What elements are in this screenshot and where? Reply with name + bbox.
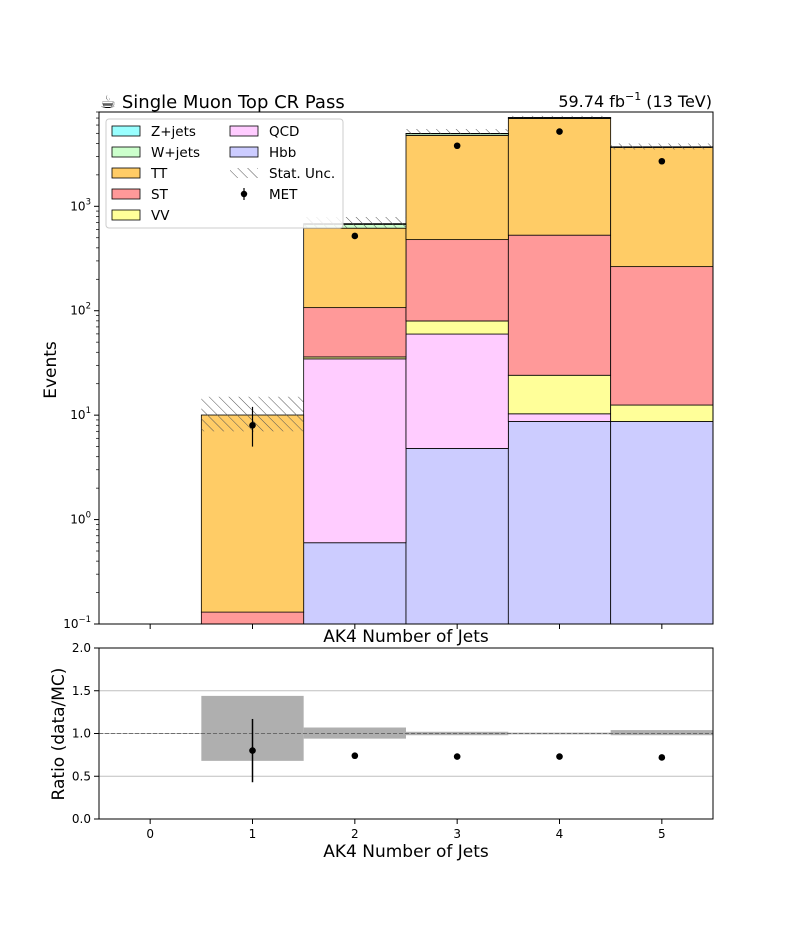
stat-unc-bin-3 [406, 128, 509, 134]
legend-swatch-st [111, 188, 141, 200]
ratio-x-tick-label: 3 [453, 827, 461, 841]
bar-vv-bin-5 [610, 404, 714, 422]
ratio-y-tick-label: 0.0 [72, 812, 91, 826]
data-points [249, 128, 666, 447]
bar-qcd-bin-4 [507, 413, 612, 422]
legend-label-st: ST [151, 187, 169, 203]
ratio-x-tick-label: 5 [658, 827, 666, 841]
ratio-panel: 0.0 0.5 1.0 1.5 2.0 0 1 2 3 4 5 Ratio (data/MC) AK… [49, 641, 714, 862]
ratio-y-tick-label: 1.0 [72, 727, 91, 741]
data-point [658, 157, 666, 165]
stat-unc-bin-4 [508, 115, 611, 118]
ratio-y-tick-label: 1.5 [72, 684, 91, 698]
ratio-point [351, 752, 359, 760]
bar-qcd-bin-2 [303, 358, 407, 544]
legend: Z+jets W+jets TT ST VV QCD Hbb Stat. Unc. MET [105, 118, 344, 229]
bar-st-bin-2 [303, 307, 407, 358]
legend-swatch-hbb [229, 146, 259, 158]
bar-hbb-bin-3 [405, 448, 509, 625]
main-panel: 10−1 100 101 102 103 Events AK4 Number of Je… [41, 111, 714, 647]
bar-tt-bin-3 [405, 134, 509, 241]
ratio-axis-ticks: 0.0 0.5 1.0 1.5 2.0 0 1 2 3 4 5 [72, 641, 666, 841]
data-point [453, 142, 461, 150]
energy-label: (13 TeV) [646, 92, 712, 111]
legend-label-tt: TT [150, 166, 168, 182]
legend-swatch-vv [111, 209, 141, 221]
bar-vv-bin-4 [507, 374, 612, 415]
bar-st-bin-5 [610, 266, 714, 406]
lumi-exponent: −1 [625, 90, 641, 103]
bar-qcd-bin-3 [405, 333, 509, 449]
legend-label-w-jets: W+jets [151, 145, 200, 161]
bar-st-bin-4 [507, 234, 612, 376]
y-tick-label: 101 [70, 406, 91, 422]
main-x-label: AK4 Number of Jets [323, 627, 489, 647]
bar-vv-bin-3 [405, 320, 509, 335]
ratio-band-bin-5 [610, 730, 713, 736]
bar-tt-bin-1 [200, 414, 305, 613]
lumi-label: 59.74 fb−1 (13 TeV) [558, 90, 712, 111]
legend-label-vv: VV [151, 208, 170, 224]
legend-label-hbb: Hbb [269, 145, 296, 161]
ratio-points [249, 718, 666, 783]
y-tick-label: 10−1 [63, 615, 91, 631]
stat-unc-bin-5 [610, 143, 713, 150]
legend-label-stat-unc: Stat. Unc. [269, 166, 335, 182]
legend-swatch-qcd [229, 125, 259, 137]
data-point [249, 421, 256, 429]
bar-tt-bin-2 [303, 227, 407, 309]
y-tick-label: 103 [70, 197, 91, 213]
stacked-bars [200, 117, 714, 625]
ratio-x-tick-label: 4 [556, 827, 564, 841]
ratio-x-label: AK4 Number of Jets [323, 842, 489, 862]
bar-st-bin-3 [405, 239, 509, 322]
stat-unc-bin-2 [303, 216, 406, 228]
bar-st-bin-1 [200, 611, 305, 625]
main-frame [98, 111, 714, 625]
ratio-band-bin-2 [303, 727, 406, 739]
legend-label-z-jets: Z+jets [151, 124, 196, 140]
y-tick-label: 102 [70, 302, 91, 318]
ratio-x-tick-label: 2 [351, 827, 359, 841]
data-point [556, 128, 563, 135]
ratio-band-bin-4 [508, 732, 611, 735]
legend-box [105, 118, 344, 229]
ratio-x-tick-label: 0 [146, 827, 154, 841]
legend-label-met: MET [269, 187, 298, 203]
bar-hbb-bin-5 [610, 421, 714, 625]
main-axis-ticks: 10−1 100 101 102 103 [63, 111, 663, 631]
data-point [351, 232, 359, 240]
legend-swatch-w-jets [111, 146, 141, 158]
ratio-point [658, 754, 666, 761]
bar-hbb-bin-2 [303, 542, 407, 625]
bar-tt-bin-5 [610, 147, 714, 268]
ratio-point [453, 753, 461, 760]
ratio-y-label: Ratio (data/MC) [49, 668, 69, 801]
ratio-point [249, 747, 256, 754]
ratio-band-bin-3 [406, 731, 509, 736]
plot-title: ☕ Single Muon Top CR Pass [100, 92, 345, 113]
ratio-point [556, 753, 563, 760]
legend-label-qcd: QCD [269, 124, 299, 140]
legend-swatch-stat-unc [230, 168, 258, 178]
ratio-x-tick-label: 1 [249, 827, 257, 841]
ratio-y-tick-label: 2.0 [72, 641, 91, 655]
legend-marker-met [240, 190, 248, 198]
ratio-uncertainty-band [201, 695, 713, 761]
bar-hbb-bin-4 [507, 421, 612, 625]
bar-tt-bin-4 [507, 118, 612, 236]
ratio-y-tick-label: 0.5 [72, 769, 91, 783]
main-y-label: Events [41, 341, 61, 399]
legend-swatch-tt [111, 167, 141, 179]
legend-swatch-z-jets [111, 125, 141, 137]
y-tick-label: 100 [70, 511, 91, 527]
